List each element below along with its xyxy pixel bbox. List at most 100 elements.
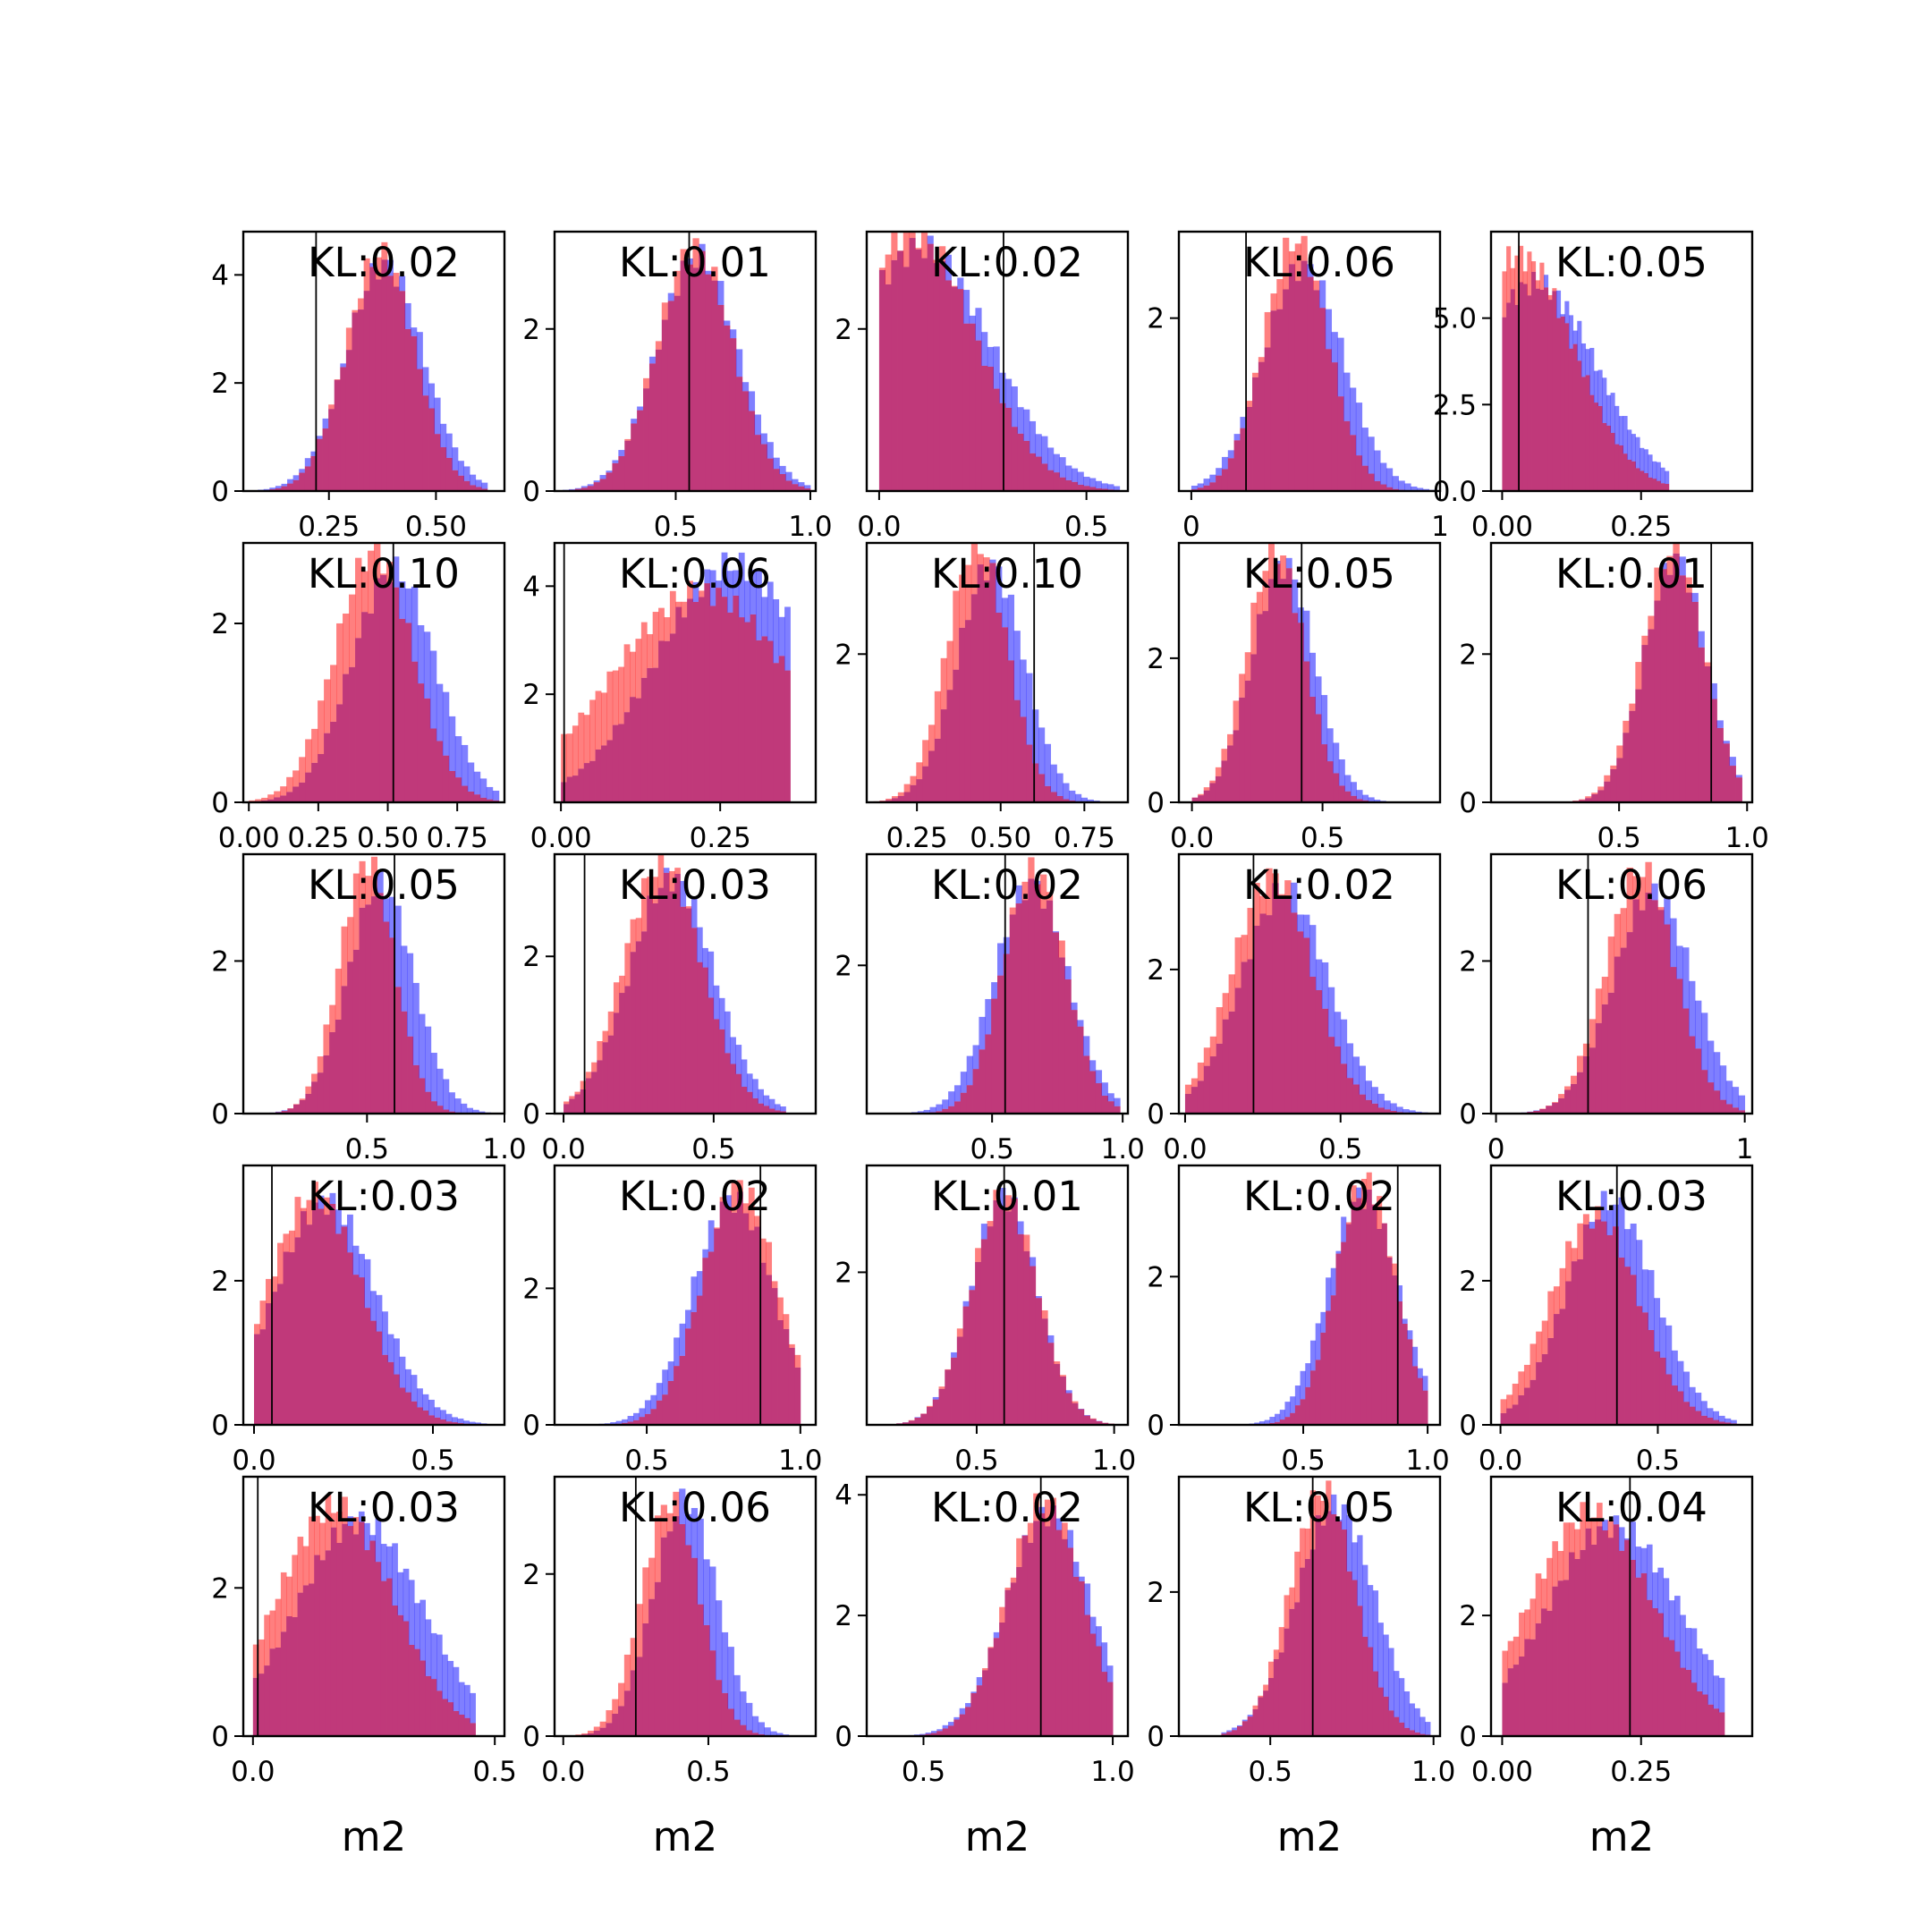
hist-bar-overlap <box>323 1055 330 1114</box>
hist-bar-blue <box>1600 1191 1607 1222</box>
hist-bar-red <box>311 728 318 763</box>
bars <box>878 232 1121 491</box>
y-tick-label: 2 <box>1147 303 1165 335</box>
hist-bar-overlap <box>1535 1623 1542 1736</box>
hist-bar-overlap <box>388 937 396 1114</box>
hist-bar-blue <box>1197 483 1204 488</box>
hist-bar-overlap <box>792 484 799 491</box>
hist-bar-overlap <box>1597 1526 1603 1736</box>
kl-label: KL:0.03 <box>308 1484 460 1531</box>
hist-bar-red <box>1513 1636 1520 1665</box>
hist-bar-overlap <box>1385 487 1394 491</box>
hist-bar-overlap <box>1639 910 1646 1114</box>
y-tick-label: 2 <box>211 1572 229 1605</box>
hist-bar-overlap <box>1710 699 1717 802</box>
hist-bar-overlap <box>1640 470 1645 491</box>
hist-bar-overlap <box>430 1679 437 1736</box>
hist-bar-red <box>630 1638 637 1671</box>
hist-bar-red <box>1061 1522 1068 1539</box>
hist-bar-overlap <box>429 728 437 802</box>
hist-bar-overlap <box>1677 1391 1684 1425</box>
hist-bar-overlap <box>938 1388 945 1425</box>
hist-bar-blue <box>574 487 582 489</box>
hist-bar-blue <box>1352 1542 1358 1580</box>
hist-bar-blue <box>387 1334 394 1362</box>
hist-bar-overlap <box>1523 1387 1530 1425</box>
hist-bar-overlap <box>1386 1257 1393 1425</box>
hist-bar-overlap <box>1041 1318 1048 1425</box>
hist-bar-overlap <box>1326 1310 1332 1425</box>
hist-bar-red <box>261 797 268 801</box>
hist-bar-red <box>1284 1595 1290 1629</box>
hist-bar-overlap <box>785 480 792 491</box>
bars <box>872 1187 1115 1425</box>
hist-bar-blue <box>1702 1654 1708 1695</box>
hist-bar-overlap <box>1055 1530 1063 1736</box>
hist-bar-overlap <box>1571 1261 1578 1425</box>
hist-bar-red <box>575 1734 582 1735</box>
hist-bar-blue <box>709 1566 716 1651</box>
hist-bar-blue <box>929 1106 936 1113</box>
hist-bar-overlap <box>411 661 419 802</box>
hist-bar-blue <box>1331 332 1338 363</box>
hist-bar-red <box>652 612 659 668</box>
hist-bar-overlap <box>1618 445 1623 491</box>
hist-bar-overlap <box>987 1648 995 1736</box>
hist-bar-blue <box>644 1400 651 1414</box>
x-tick-label: 1.0 <box>1092 1445 1136 1477</box>
hist-bar-blue <box>1294 1385 1301 1406</box>
hist-bar-blue <box>1335 1250 1342 1254</box>
bars <box>254 1182 487 1425</box>
hist-bar-overlap <box>660 1537 667 1736</box>
hist-bar-overlap <box>404 623 412 802</box>
hist-bar-overlap <box>1718 1421 1725 1425</box>
hist-bar-overlap <box>716 1680 723 1736</box>
hist-bar-blue <box>382 1311 388 1355</box>
hist-bar-overlap <box>393 286 400 491</box>
hist-bar-blue <box>1414 1707 1420 1733</box>
hist-bar-blue <box>1241 1719 1249 1722</box>
hist-bar-blue <box>735 1045 742 1074</box>
hist-bar-overlap <box>1683 1402 1690 1425</box>
hist-bar-overlap <box>1279 1419 1285 1425</box>
hist-bar-overlap <box>447 1702 454 1736</box>
kl-label: KL:0.01 <box>931 1173 1083 1220</box>
hist-bar-red <box>591 1062 597 1072</box>
hist-bar-red <box>910 775 917 785</box>
hist-bar-blue <box>434 397 441 435</box>
hist-bar-red <box>1535 280 1540 289</box>
hist-bar-blue <box>1029 1257 1037 1267</box>
hist-bar-blue <box>1372 1590 1379 1672</box>
hist-bar-red <box>299 757 306 783</box>
hist-bar-overlap <box>1585 1528 1592 1736</box>
hist-bar-red <box>902 232 910 267</box>
hist-bar-red <box>280 786 287 796</box>
hist-bar-overlap <box>719 1201 726 1425</box>
hist-bar-red <box>306 1199 313 1225</box>
hist-bar-overlap <box>417 683 425 802</box>
hist-bar-red <box>1522 271 1528 284</box>
hist-bar-blue <box>1063 783 1070 800</box>
hist-bar-red <box>1366 1172 1372 1190</box>
hist-bar-blue <box>746 1073 753 1092</box>
hist-bar-blue <box>287 479 294 484</box>
hist-bar-red <box>267 794 275 800</box>
hist-bar-red <box>1536 1331 1543 1362</box>
hist-bar-overlap <box>1356 1198 1362 1425</box>
hist-bar-red <box>666 1513 674 1532</box>
hist-bar-blue <box>1700 1401 1707 1416</box>
hist-bar-blue <box>1258 1421 1266 1425</box>
hist-bar-red <box>655 341 663 350</box>
hist-bar-overlap <box>773 663 780 802</box>
hist-bar-overlap <box>1636 1306 1643 1425</box>
hist-bar-overlap <box>630 1670 637 1736</box>
hist-bar-blue <box>1683 1371 1690 1402</box>
hist-bar-red <box>623 1654 631 1691</box>
hist-bar-blue <box>1203 479 1210 486</box>
hist-bar-overlap <box>1032 763 1039 802</box>
hist-bar-overlap <box>1524 1639 1530 1736</box>
hist-bar-red <box>347 917 354 962</box>
hist-bar-overlap <box>1679 575 1686 802</box>
hist-bar-red <box>1278 894 1285 896</box>
hist-bar-overlap <box>264 1665 270 1736</box>
